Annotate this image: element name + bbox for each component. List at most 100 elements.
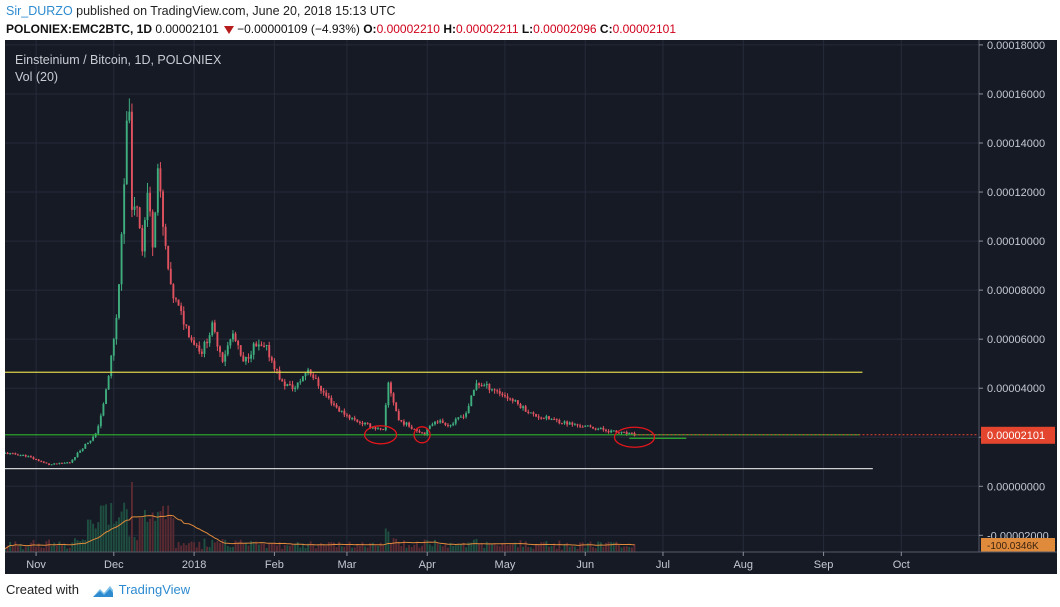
candle-body [563, 421, 566, 424]
volume-bar [371, 542, 374, 552]
volume-bar [200, 549, 203, 552]
candle-body [431, 424, 434, 426]
y-tick-label: 0.00016000 [987, 89, 1045, 101]
candle-body [24, 454, 27, 457]
volume-bar [397, 542, 400, 552]
candle-body [397, 411, 400, 420]
x-tick-label: Aug [733, 559, 753, 571]
volume-bar [351, 547, 354, 552]
candle-body [312, 374, 315, 378]
candle-body [555, 419, 558, 421]
candle-body [198, 345, 201, 352]
candle-body [112, 339, 115, 356]
volume-bar [633, 543, 636, 552]
candle-body [164, 226, 167, 246]
candles [4, 98, 636, 466]
volume-bar [260, 543, 263, 552]
candle-body [48, 463, 50, 465]
volume-bar [524, 541, 527, 552]
volume-bar [190, 541, 193, 552]
candle-body [172, 284, 175, 299]
candle-body [439, 420, 442, 423]
candle-body [291, 384, 294, 390]
candle-body [475, 383, 478, 390]
candle-body [390, 382, 392, 394]
volume-bar [361, 542, 364, 552]
volume-bar [29, 542, 32, 552]
candle-body [586, 425, 589, 427]
volume-bar [296, 541, 299, 552]
volume-bar [379, 542, 382, 552]
price-chart[interactable]: 0.00018000 0.00016000 0.00014000 0.00012000… [4, 40, 1057, 574]
volume-bar [558, 540, 561, 552]
volume-bar [68, 547, 71, 552]
candle-body [185, 324, 188, 326]
volume-bar [263, 543, 265, 552]
candle-body [408, 422, 411, 427]
volume-bar [555, 548, 558, 552]
volume-bar [288, 545, 291, 552]
candle-body [498, 391, 501, 394]
volume-bar [594, 548, 597, 552]
candle-body [175, 298, 177, 300]
candle-body [592, 426, 594, 429]
volume-bar [387, 531, 390, 552]
footer: Created with TradingView [0, 575, 1060, 607]
candle-body [115, 317, 118, 340]
volume-bar [102, 505, 105, 552]
candle-body [232, 333, 234, 340]
candle-body [630, 432, 633, 434]
candle-body [141, 228, 144, 252]
candle-body [219, 346, 221, 353]
candle-body [444, 422, 447, 425]
x-tick-label: Dec [104, 559, 124, 571]
volume-bar [532, 548, 535, 552]
candle-body [413, 428, 416, 430]
candle-body [317, 378, 320, 386]
y-tick-label: 0.00010000 [987, 236, 1045, 248]
volume-bar [146, 521, 149, 552]
candle-body [615, 430, 618, 433]
candle-body [361, 422, 364, 425]
candle-body [485, 383, 488, 386]
down-arrow-icon [224, 25, 235, 34]
volume-bar [504, 543, 506, 552]
horizontal-lines [5, 371, 979, 470]
candle-body [92, 436, 95, 441]
volume-bar [496, 545, 499, 552]
time-axis-bg [5, 552, 1057, 574]
volume-bar [66, 548, 69, 552]
candle-body [55, 463, 58, 465]
volume-bar [607, 541, 610, 552]
candle-body [628, 432, 631, 435]
x-tick-label: Jul [656, 559, 670, 571]
chart-area[interactable]: 0.00018000 0.00016000 0.00014000 0.00012000… [4, 40, 1057, 574]
candle-body [493, 389, 496, 391]
candle-body [288, 384, 291, 386]
volume-bar [571, 546, 574, 552]
y-tick-label: 0.00008000 [987, 285, 1045, 297]
tradingview-link[interactable]: TradingView [118, 582, 191, 597]
candle-body [224, 354, 227, 362]
candle-body [138, 207, 141, 229]
volume-bar [465, 547, 468, 552]
symbol-label: POLONIEX:EMC2BTC, 1D [6, 22, 153, 36]
volume-bar [452, 546, 455, 552]
volume-bar [221, 539, 224, 552]
close-label: C: [599, 22, 613, 36]
author-link[interactable]: Sir_DURZO [6, 4, 73, 18]
volume-bar [156, 512, 159, 552]
volume-bar [167, 505, 170, 552]
volume-bar [143, 509, 146, 552]
last-price: 0.00002101 [155, 22, 219, 36]
volume-bars [4, 482, 636, 552]
candle-body [405, 422, 408, 425]
volume-bar [294, 544, 297, 552]
candle-body [79, 450, 82, 453]
volume-tag-label: -100.0346K [987, 541, 1039, 552]
y-tick-label: 0.00006000 [987, 334, 1045, 346]
volume-bar [265, 547, 268, 552]
candle-body [488, 383, 491, 391]
candle-body [180, 305, 183, 312]
y-tick-label: 0.00018000 [987, 40, 1045, 52]
